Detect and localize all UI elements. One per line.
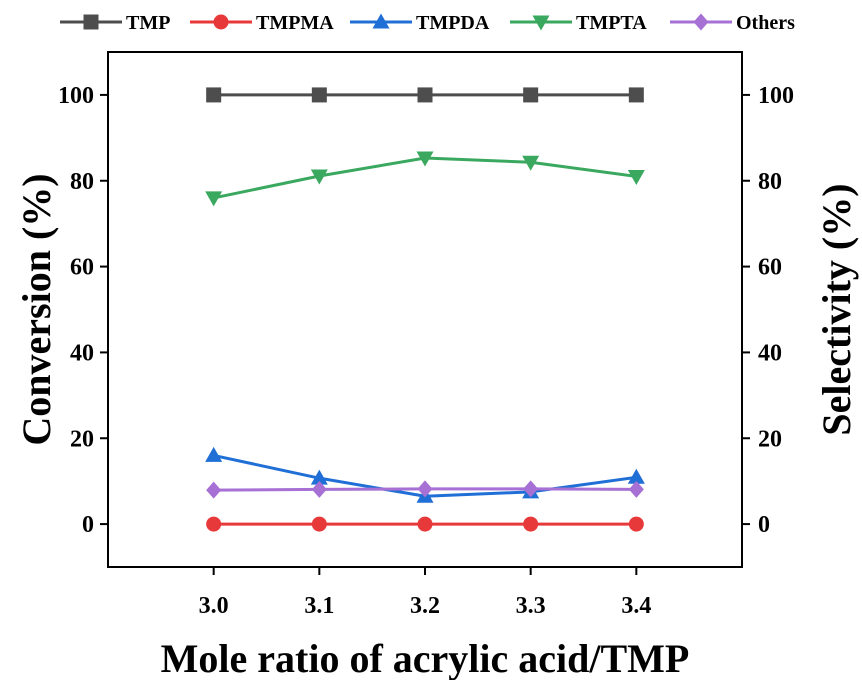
legend-label-tmpda: TMPDA	[416, 12, 490, 34]
data-point-tmp	[628, 87, 644, 103]
x-tick-label: 3.3	[516, 593, 546, 619]
data-point-others	[311, 480, 327, 498]
legend-label-tmp: TMP	[126, 12, 170, 34]
series-tmpma	[206, 516, 644, 532]
legend-item-tmpta: TMPTA	[510, 12, 647, 34]
series-others	[206, 480, 644, 499]
data-point-tmp	[206, 87, 222, 103]
data-point-others	[206, 481, 222, 499]
data-point-tmpta	[310, 169, 328, 185]
legend-item-tmp: TMP	[60, 12, 170, 34]
y-tick-label-left: 80	[70, 169, 94, 195]
y-tick-label-left: 20	[70, 426, 94, 452]
x-tick-label: 3.1	[304, 593, 334, 619]
data-point-tmpma	[523, 516, 539, 532]
series-layer	[205, 87, 645, 532]
data-point-others	[417, 480, 433, 498]
data-point-others	[628, 480, 644, 498]
data-point-tmpta	[522, 155, 540, 171]
y-tick-label-right: 100	[758, 83, 794, 109]
y-tick-label-right: 80	[758, 169, 782, 195]
data-point-tmpda	[310, 469, 328, 485]
y-axis-right-title: Selectivity (%)	[814, 183, 859, 435]
data-point-tmp	[311, 87, 327, 103]
legend-label-tmpta: TMPTA	[576, 12, 647, 34]
legend-marker-tmpta	[532, 15, 550, 31]
y-tick-label-right: 60	[758, 255, 782, 281]
y-tick-label-left: 40	[70, 340, 94, 366]
data-point-tmpta	[627, 169, 645, 185]
y-axis-left: 0 20 40 60 80 100	[58, 83, 108, 538]
data-point-tmpta	[416, 151, 434, 167]
data-point-tmpta	[205, 191, 223, 207]
data-point-tmpma	[206, 516, 222, 532]
series-tmpta	[205, 151, 645, 207]
legend-marker-tmpda	[372, 13, 390, 29]
data-point-tmpma	[311, 516, 327, 532]
x-tick-label: 3.0	[199, 593, 229, 619]
x-tick-label: 3.4	[621, 593, 651, 619]
data-point-tmp	[523, 87, 539, 103]
x-axis: 3.0 3.1 3.2 3.3 3.4	[199, 567, 651, 619]
y-tick-label-right: 0	[758, 512, 770, 538]
legend-item-others: Others	[670, 12, 795, 34]
legend-item-tmpma: TMPMA	[190, 12, 334, 34]
legend-item-tmpda: TMPDA	[350, 12, 490, 34]
data-point-tmpda	[627, 468, 645, 484]
data-point-tmpma	[417, 516, 433, 532]
legend-label-others: Others	[736, 12, 795, 34]
data-point-tmp	[417, 87, 433, 103]
y-tick-label-right: 20	[758, 426, 782, 452]
y-axis-right: 0 20 40 60 80 100	[742, 83, 794, 538]
x-axis-title: Mole ratio of acrylic acid/TMP	[161, 636, 690, 680]
y-tick-label-left: 60	[70, 255, 94, 281]
y-tick-label-left: 100	[58, 83, 94, 109]
y-tick-label-left: 0	[82, 512, 94, 538]
legend-marker-tmpma	[213, 14, 229, 30]
legend: TMP TMPMA TMPDA TMPTA Others	[60, 12, 795, 34]
data-point-tmpda	[205, 446, 223, 462]
y-axis-left-title: Conversion (%)	[14, 173, 59, 445]
legend-marker-others	[693, 13, 709, 31]
data-point-tmpma	[628, 516, 644, 532]
series-tmp	[206, 87, 644, 103]
legend-label-tmpma: TMPMA	[256, 12, 334, 34]
y-tick-label-right: 40	[758, 340, 782, 366]
legend-marker-tmp	[83, 14, 99, 30]
data-point-others	[523, 480, 539, 498]
x-tick-label: 3.2	[410, 593, 440, 619]
